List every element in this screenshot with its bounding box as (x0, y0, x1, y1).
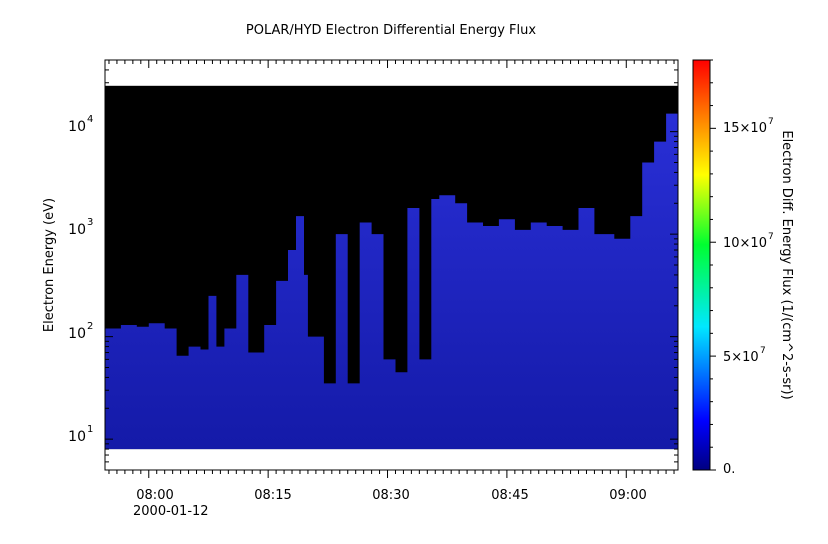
svg-text:2: 2 (87, 321, 93, 332)
svg-text:5×10: 5×10 (723, 350, 759, 365)
chart-title: POLAR/HYD Electron Differential Energy F… (246, 23, 536, 38)
colorbar-tick-label: 5×10 7 (723, 346, 766, 365)
y-axis-label: Electron Energy (eV) (42, 198, 57, 332)
y-tick-label: 10 3 (68, 217, 93, 238)
colorbar-label: Electron Diff. Energy Flux (1/(cm^2-s-sr… (779, 130, 794, 399)
colorbar-tick-label: 0. (723, 462, 735, 477)
y-tick-label: 10 4 (68, 114, 93, 135)
svg-text:15×10: 15×10 (723, 121, 767, 136)
svg-text:4: 4 (87, 114, 93, 125)
svg-text:7: 7 (760, 346, 766, 356)
x-tick-label: 08:00 (136, 488, 173, 503)
svg-text:10: 10 (68, 222, 86, 238)
svg-text:10×10: 10×10 (723, 236, 767, 251)
svg-text:10: 10 (68, 429, 86, 445)
y-tick-label: 10 2 (68, 321, 93, 342)
svg-text:10: 10 (68, 119, 86, 135)
colorbar-tick-label: 10×10 7 (723, 232, 774, 251)
y-axis-ticks (105, 59, 678, 471)
x-tick-label: 08:30 (372, 488, 409, 503)
svg-text:0.: 0. (723, 462, 735, 477)
flux-area (105, 100, 678, 450)
colorbar-tick-label: 15×10 7 (723, 117, 774, 136)
x-tick-label: 08:15 (254, 488, 291, 503)
colorbar (692, 59, 711, 471)
svg-text:10: 10 (68, 326, 86, 342)
colorbar-ticks (710, 59, 716, 471)
x-tick-label: 09:00 (609, 488, 646, 503)
svg-text:7: 7 (768, 232, 774, 242)
x-axis-ticks (108, 60, 675, 478)
x-tick-label: 08:45 (491, 488, 528, 503)
svg-text:3: 3 (87, 217, 93, 228)
svg-text:1: 1 (87, 424, 93, 435)
svg-text:7: 7 (768, 117, 774, 127)
x-date-label: 2000-01-12 (133, 504, 209, 519)
y-tick-label: 10 1 (68, 424, 93, 445)
